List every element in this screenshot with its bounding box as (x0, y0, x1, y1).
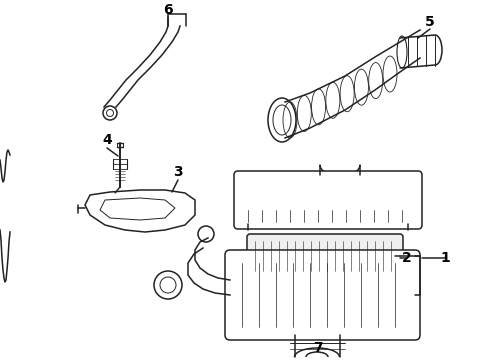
Text: 5: 5 (425, 15, 435, 29)
Text: 7: 7 (313, 341, 323, 355)
Text: 2: 2 (402, 251, 412, 265)
FancyBboxPatch shape (234, 171, 422, 229)
FancyBboxPatch shape (225, 250, 420, 340)
Text: 4: 4 (102, 133, 112, 147)
Text: 1: 1 (440, 251, 450, 265)
Text: 3: 3 (173, 165, 183, 179)
Text: 6: 6 (163, 3, 173, 17)
FancyBboxPatch shape (247, 234, 403, 278)
